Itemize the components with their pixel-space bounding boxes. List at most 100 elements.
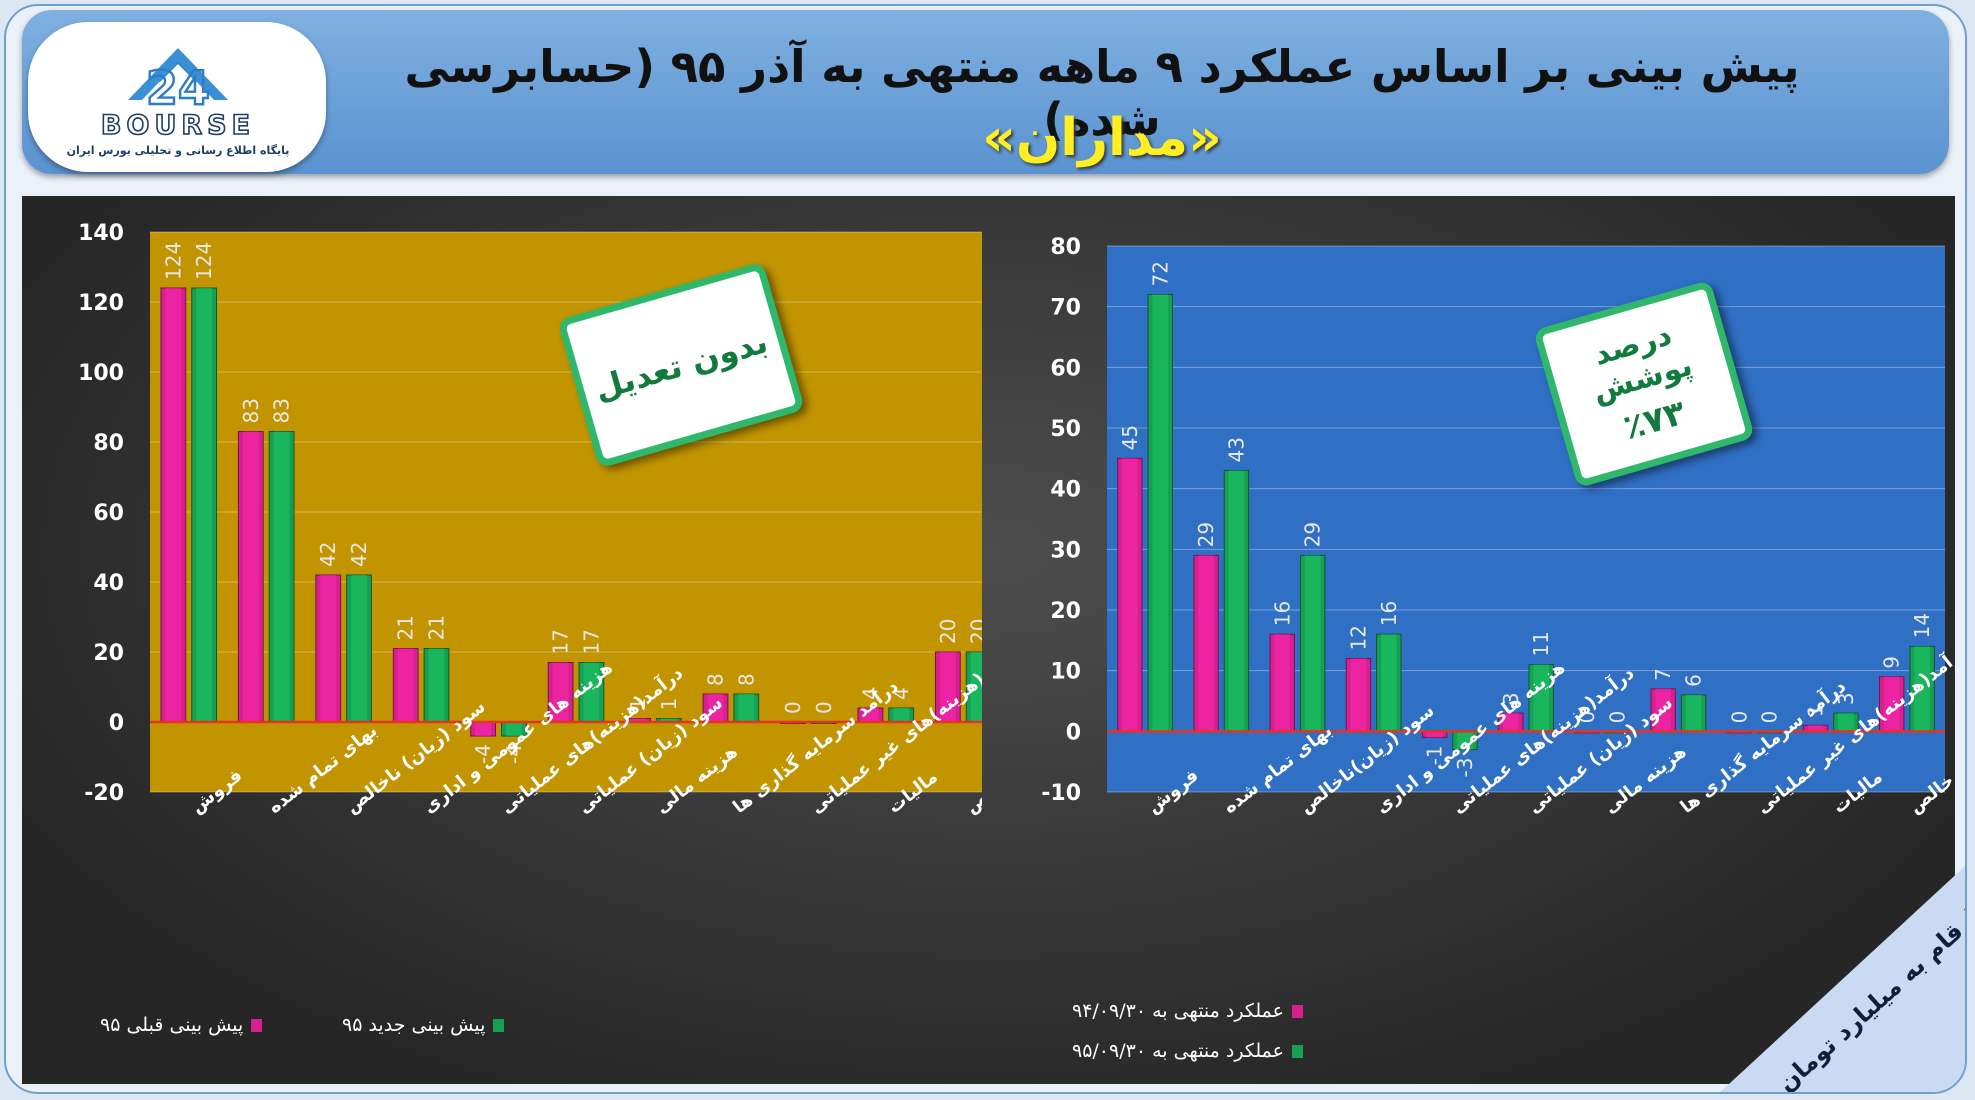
unit-corner-ribbon: ارقام به میلیارد تومان bbox=[1720, 866, 1965, 1092]
data-label: 124 bbox=[161, 242, 185, 280]
data-label: 45 bbox=[1118, 425, 1142, 450]
logo-mark-icon: 24 bbox=[128, 48, 228, 116]
y-tick-label: 100 bbox=[78, 361, 124, 386]
data-label: 12 bbox=[1346, 625, 1370, 650]
bar bbox=[1833, 712, 1859, 732]
data-label: 6 bbox=[1682, 674, 1706, 687]
y-tick-label: 10 bbox=[1050, 660, 1081, 685]
legend-label: عملکرد منتهی به ۹۵/۰۹/۳۰ bbox=[1072, 1040, 1284, 1062]
y-tick-label: 140 bbox=[78, 221, 124, 246]
logo: 24 BOURSE پایگاه اطلاع رسانی و تحلیلی بو… bbox=[28, 22, 326, 172]
y-tick-label: 20 bbox=[93, 641, 124, 666]
data-label: 16 bbox=[1270, 601, 1294, 626]
data-label: 11 bbox=[1529, 631, 1553, 656]
bar bbox=[857, 707, 884, 723]
data-label: 3 bbox=[1499, 692, 1523, 705]
title-banner: پیش بینی بر اساس عملکرد ۹ ماهه منتهی به … bbox=[22, 10, 1949, 174]
legend-label: پیش بینی جدید ۹۵ bbox=[342, 1014, 486, 1036]
y-tick-label: 60 bbox=[93, 501, 124, 526]
y-tick-label: -10 bbox=[1041, 781, 1081, 806]
company-name: «مداران» bbox=[982, 108, 1222, 168]
bar bbox=[1223, 469, 1250, 732]
data-label: 21 bbox=[424, 615, 448, 640]
data-label: -4 bbox=[502, 744, 526, 764]
bar bbox=[1528, 664, 1554, 732]
legend-swatch bbox=[251, 1019, 263, 1032]
bar bbox=[1909, 645, 1935, 732]
y-tick-label: 0 bbox=[1066, 720, 1081, 745]
data-label: 8 bbox=[704, 673, 728, 686]
bar bbox=[423, 648, 450, 723]
data-label: 0 bbox=[812, 701, 836, 714]
data-label: 0 bbox=[1575, 711, 1599, 724]
data-label: 21 bbox=[394, 615, 418, 640]
legend-label: پیش بینی قبلی ۹۵ bbox=[100, 1014, 244, 1036]
legend-item-1395: عملکرد منتهی به ۹۵/۰۹/۳۰ bbox=[1072, 1040, 1303, 1062]
coverage-label: درصد پوشش bbox=[1588, 317, 1697, 410]
bar bbox=[1117, 457, 1143, 732]
data-label: 42 bbox=[316, 542, 340, 567]
legend-swatch bbox=[1291, 1005, 1303, 1018]
bar bbox=[470, 721, 497, 737]
data-label: 124 bbox=[192, 242, 216, 280]
data-label: 83 bbox=[270, 398, 294, 423]
bar bbox=[1680, 694, 1707, 732]
data-label: 1 bbox=[657, 698, 681, 711]
callout-text: بدون تعدیل bbox=[590, 322, 772, 408]
bar bbox=[1650, 688, 1676, 732]
bar bbox=[1498, 712, 1524, 732]
svg-text:24: 24 bbox=[146, 61, 210, 115]
legend-item-previous-forecast: پیش بینی قبلی ۹۵ bbox=[100, 1014, 263, 1036]
page-title: پیش بینی بر اساس عملکرد ۹ ماهه منتهی به … bbox=[404, 40, 1800, 146]
data-label: 42 bbox=[347, 542, 371, 567]
y-tick-label: 80 bbox=[1050, 235, 1081, 260]
bar bbox=[1299, 554, 1326, 732]
data-label: 7 bbox=[1651, 668, 1675, 681]
bar bbox=[237, 431, 264, 723]
data-label: -4 bbox=[471, 744, 495, 764]
y-tick-label: 40 bbox=[93, 571, 124, 596]
data-label: 43 bbox=[1224, 437, 1248, 462]
y-tick-label: 30 bbox=[1050, 538, 1081, 563]
data-label: 3 bbox=[1834, 692, 1858, 705]
bar bbox=[1269, 633, 1295, 732]
data-label: 0 bbox=[781, 701, 805, 714]
bar bbox=[578, 662, 605, 723]
bar bbox=[160, 287, 187, 723]
data-label: 29 bbox=[1194, 522, 1218, 547]
bar bbox=[315, 574, 342, 723]
data-label: 4 bbox=[858, 687, 882, 700]
data-label: 4 bbox=[889, 687, 913, 700]
data-label: 20 bbox=[936, 619, 960, 644]
bar bbox=[934, 651, 961, 723]
bar bbox=[1147, 294, 1173, 732]
data-label: 17 bbox=[579, 629, 603, 654]
bar bbox=[1345, 658, 1372, 732]
data-label: 72 bbox=[1148, 261, 1172, 286]
legend-item-new-forecast: پیش بینی جدید ۹۵ bbox=[342, 1014, 505, 1036]
bar bbox=[1376, 633, 1402, 732]
logo-wordmark: BOURSE bbox=[101, 110, 255, 141]
bar bbox=[733, 693, 760, 723]
y-tick-label: 60 bbox=[1050, 356, 1081, 381]
y-tick-label: 0 bbox=[109, 711, 124, 736]
bar bbox=[191, 287, 218, 723]
bar bbox=[1193, 554, 1219, 732]
legend-swatch bbox=[493, 1019, 505, 1032]
y-tick-label: 70 bbox=[1050, 296, 1081, 321]
data-label: 20 bbox=[967, 619, 982, 644]
data-label: 1 bbox=[1804, 705, 1828, 718]
bar bbox=[268, 431, 295, 723]
y-tick-label: 50 bbox=[1050, 417, 1081, 442]
data-label: 0 bbox=[1727, 711, 1751, 724]
data-label: 14 bbox=[1910, 613, 1934, 638]
data-label: 16 bbox=[1377, 601, 1401, 626]
bar bbox=[1452, 730, 1478, 751]
bar bbox=[888, 707, 915, 723]
bar bbox=[547, 662, 574, 723]
data-label: 0 bbox=[1605, 711, 1629, 724]
data-label: 83 bbox=[239, 398, 263, 423]
data-label: -1 bbox=[1423, 745, 1447, 765]
data-label: 8 bbox=[734, 673, 758, 686]
